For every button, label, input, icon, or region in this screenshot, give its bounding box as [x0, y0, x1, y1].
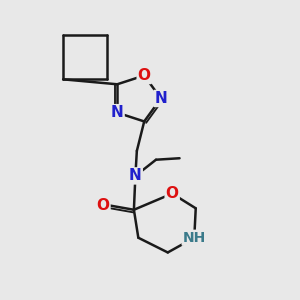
- Text: N: N: [154, 91, 167, 106]
- Text: N: N: [111, 105, 124, 120]
- Text: NH: NH: [183, 231, 206, 245]
- Text: N: N: [129, 168, 142, 183]
- Text: O: O: [138, 68, 151, 83]
- Text: O: O: [166, 186, 179, 201]
- Text: O: O: [97, 198, 110, 213]
